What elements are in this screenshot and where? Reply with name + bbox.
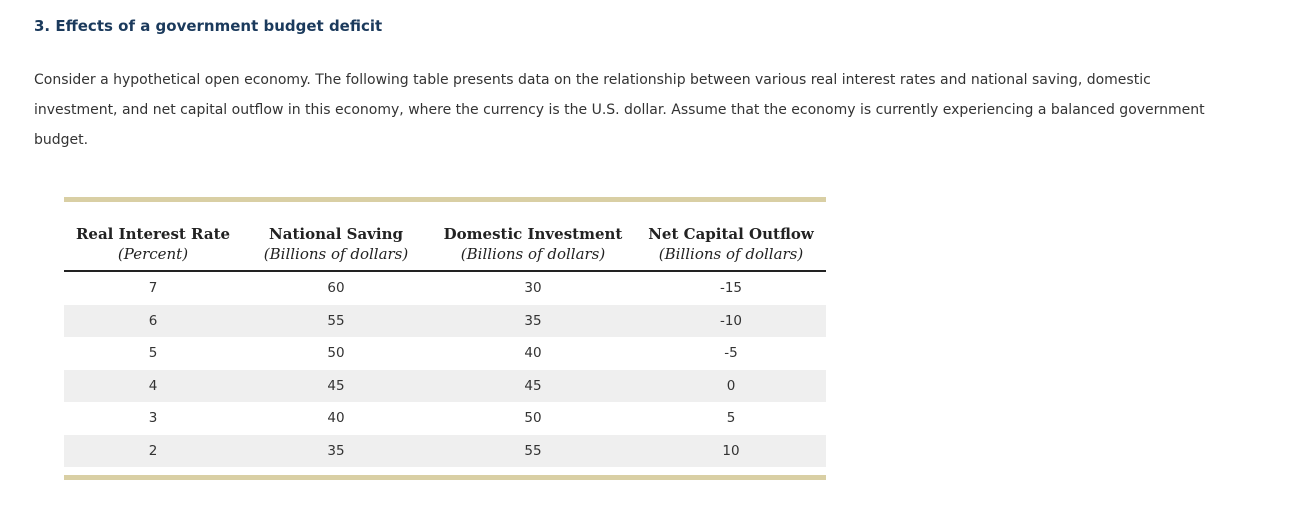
table-row: 3 40 50 5 xyxy=(64,402,826,435)
cell-rate: 5 xyxy=(148,345,158,362)
unit-net-capital-outflow: (Billions of dollars) xyxy=(636,243,826,272)
table-bottom-border xyxy=(64,475,826,480)
table-top-border xyxy=(64,197,826,202)
cell-saving: 60 xyxy=(327,280,345,297)
cell-rate: 3 xyxy=(148,410,158,427)
cell-rate: 4 xyxy=(64,369,242,402)
cell-investment: 45 xyxy=(430,369,636,402)
cell-investment: 40 xyxy=(524,345,542,362)
header-net-capital-outflow: Net Capital Outflow xyxy=(648,225,814,243)
table-header-row: Real Interest Rate National Saving Domes… xyxy=(64,202,826,243)
unit-national-saving: (Billions of dollars) xyxy=(242,243,430,272)
unit-domestic-investment: (Billions of dollars) xyxy=(430,243,636,272)
cell-saving: 35 xyxy=(242,434,430,467)
cell-outflow: -15 xyxy=(719,280,743,297)
data-table: Real Interest Rate National Saving Domes… xyxy=(64,202,826,467)
cell-saving: 50 xyxy=(327,345,345,362)
cell-investment: 30 xyxy=(524,280,542,297)
cell-outflow: -5 xyxy=(724,345,738,362)
table-row: 7 60 30 -15 xyxy=(64,271,826,305)
table-row: 5 50 40 -5 xyxy=(64,337,826,370)
table-row: 4 45 45 0 xyxy=(64,369,826,402)
cell-rate: 2 xyxy=(64,434,242,467)
cell-investment: 55 xyxy=(430,434,636,467)
intro-paragraph: Consider a hypothetical open economy. Th… xyxy=(34,72,1205,148)
header-real-interest-rate: Real Interest Rate xyxy=(75,225,231,243)
cell-saving: 55 xyxy=(242,304,430,337)
table-row: 6 55 35 -10 xyxy=(64,304,826,337)
table-unit-row: (Percent) (Billions of dollars) (Billion… xyxy=(64,243,826,272)
cell-rate: 6 xyxy=(64,304,242,337)
cell-saving: 40 xyxy=(327,410,345,427)
cell-investment: 35 xyxy=(430,304,636,337)
table-bottom-gap xyxy=(64,467,826,475)
data-table-container: Real Interest Rate National Saving Domes… xyxy=(64,197,826,480)
cell-outflow: -10 xyxy=(636,304,826,337)
table-row: 2 35 55 10 xyxy=(64,434,826,467)
header-national-saving: National Saving xyxy=(269,225,403,243)
cell-outflow: 5 xyxy=(726,410,736,427)
section-title: 3. Effects of a government budget defici… xyxy=(34,17,383,35)
unit-real-interest-rate: (Percent) xyxy=(64,243,242,272)
cell-saving: 45 xyxy=(242,369,430,402)
cell-rate: 7 xyxy=(148,280,158,297)
cell-outflow: 10 xyxy=(636,434,826,467)
cell-outflow: 0 xyxy=(636,369,826,402)
cell-investment: 50 xyxy=(524,410,542,427)
header-domestic-investment: Domestic Investment xyxy=(443,225,623,243)
